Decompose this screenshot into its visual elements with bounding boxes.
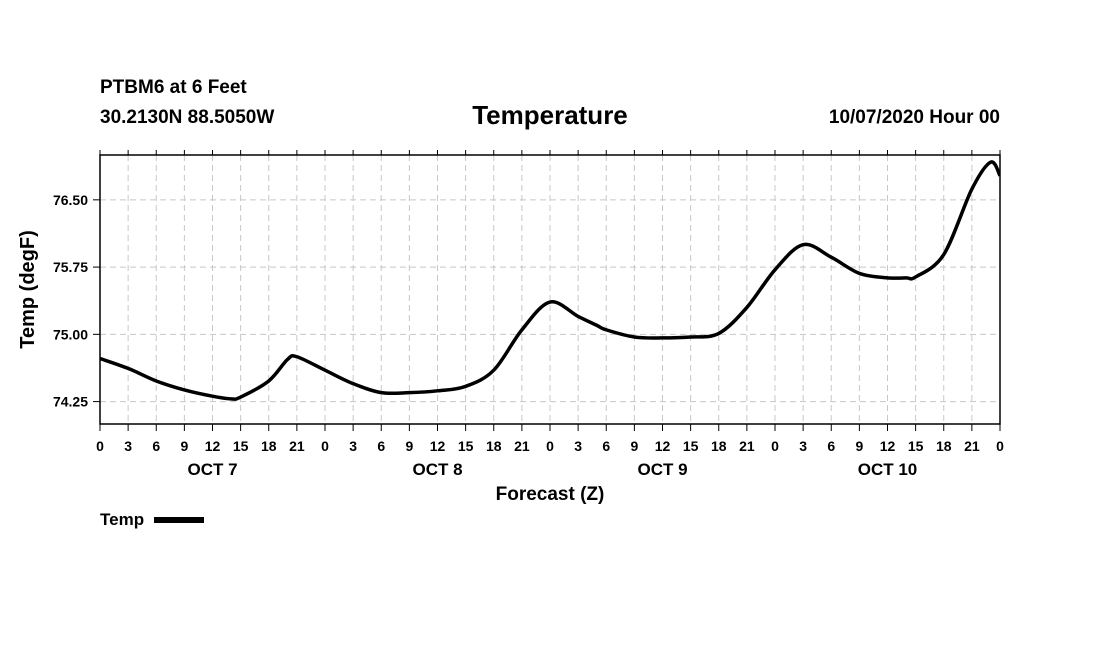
legend-label: Temp — [100, 510, 145, 529]
plot-frame — [99, 154, 1001, 425]
temp-series-line — [100, 160, 1000, 401]
x-tick-label: 21 — [964, 438, 980, 454]
station-coordinates: 30.2130N 88.5050W — [100, 107, 275, 128]
legend-line-swatch — [154, 517, 205, 523]
x-tick-label: 12 — [655, 438, 671, 454]
station-name: PTBM6 at 6 Feet — [100, 77, 247, 98]
x-tick-label: 18 — [711, 438, 727, 454]
x-axis-label: Forecast (Z) — [496, 484, 605, 505]
x-tick-label: 6 — [152, 438, 160, 454]
x-tick-label: 0 — [996, 438, 1004, 454]
x-tick-label: 21 — [739, 438, 755, 454]
chart-title: Temperature — [472, 100, 628, 130]
grid — [100, 155, 1000, 424]
y-tick-label: 75.75 — [53, 259, 88, 275]
x-tick-label: 18 — [486, 438, 502, 454]
legend: Temp — [100, 510, 205, 530]
x-tick-label: 3 — [799, 438, 807, 454]
x-tick-label: 3 — [574, 438, 582, 454]
x-tick-label: 18 — [936, 438, 952, 454]
axes: 0 3 6 9 12 15 18 21 0 3 6 9 12 15 18 21 0 3 6 9 12 15 18 21 0 3 6 9… — [53, 150, 1004, 479]
x-tick-label: 15 — [233, 438, 249, 454]
y-tick-label: 75.00 — [53, 326, 88, 342]
x-tick-label: 12 — [880, 438, 896, 454]
x-tick-label: 9 — [630, 438, 638, 454]
day-label: OCT 10 — [858, 460, 918, 479]
day-label: OCT 8 — [412, 460, 462, 479]
x-tick-label: 0 — [546, 438, 554, 454]
y-tick-label: 76.50 — [53, 192, 88, 208]
forecast-run-time: 10/07/2020 Hour 00 — [828, 107, 1000, 128]
x-tick-label: 12 — [205, 438, 221, 454]
x-tick-label: 9 — [405, 438, 413, 454]
y-tick-label: 74.25 — [53, 394, 88, 410]
x-tick-label: 0 — [321, 438, 329, 454]
x-tick-label: 18 — [261, 438, 277, 454]
x-tick-label: 21 — [289, 438, 305, 454]
x-tick-label: 15 — [458, 438, 474, 454]
x-tick-label: 9 — [855, 438, 863, 454]
x-tick-label: 9 — [180, 438, 188, 454]
day-label: OCT 9 — [637, 460, 687, 479]
x-tick-label: 15 — [908, 438, 924, 454]
x-tick-label: 15 — [683, 438, 699, 454]
x-tick-label: 3 — [124, 438, 132, 454]
x-tick-label: 0 — [96, 438, 104, 454]
x-tick-label: 21 — [514, 438, 530, 454]
series-layer — [100, 160, 1000, 401]
day-label: OCT 7 — [187, 460, 237, 479]
x-tick-label: 3 — [349, 438, 357, 454]
x-tick-label: 12 — [430, 438, 446, 454]
x-tick-label: 0 — [771, 438, 779, 454]
x-tick-label: 6 — [602, 438, 610, 454]
y-axis-label: Temp (degF) — [17, 230, 39, 349]
x-tick-label: 6 — [827, 438, 835, 454]
x-tick-label: 6 — [377, 438, 385, 454]
